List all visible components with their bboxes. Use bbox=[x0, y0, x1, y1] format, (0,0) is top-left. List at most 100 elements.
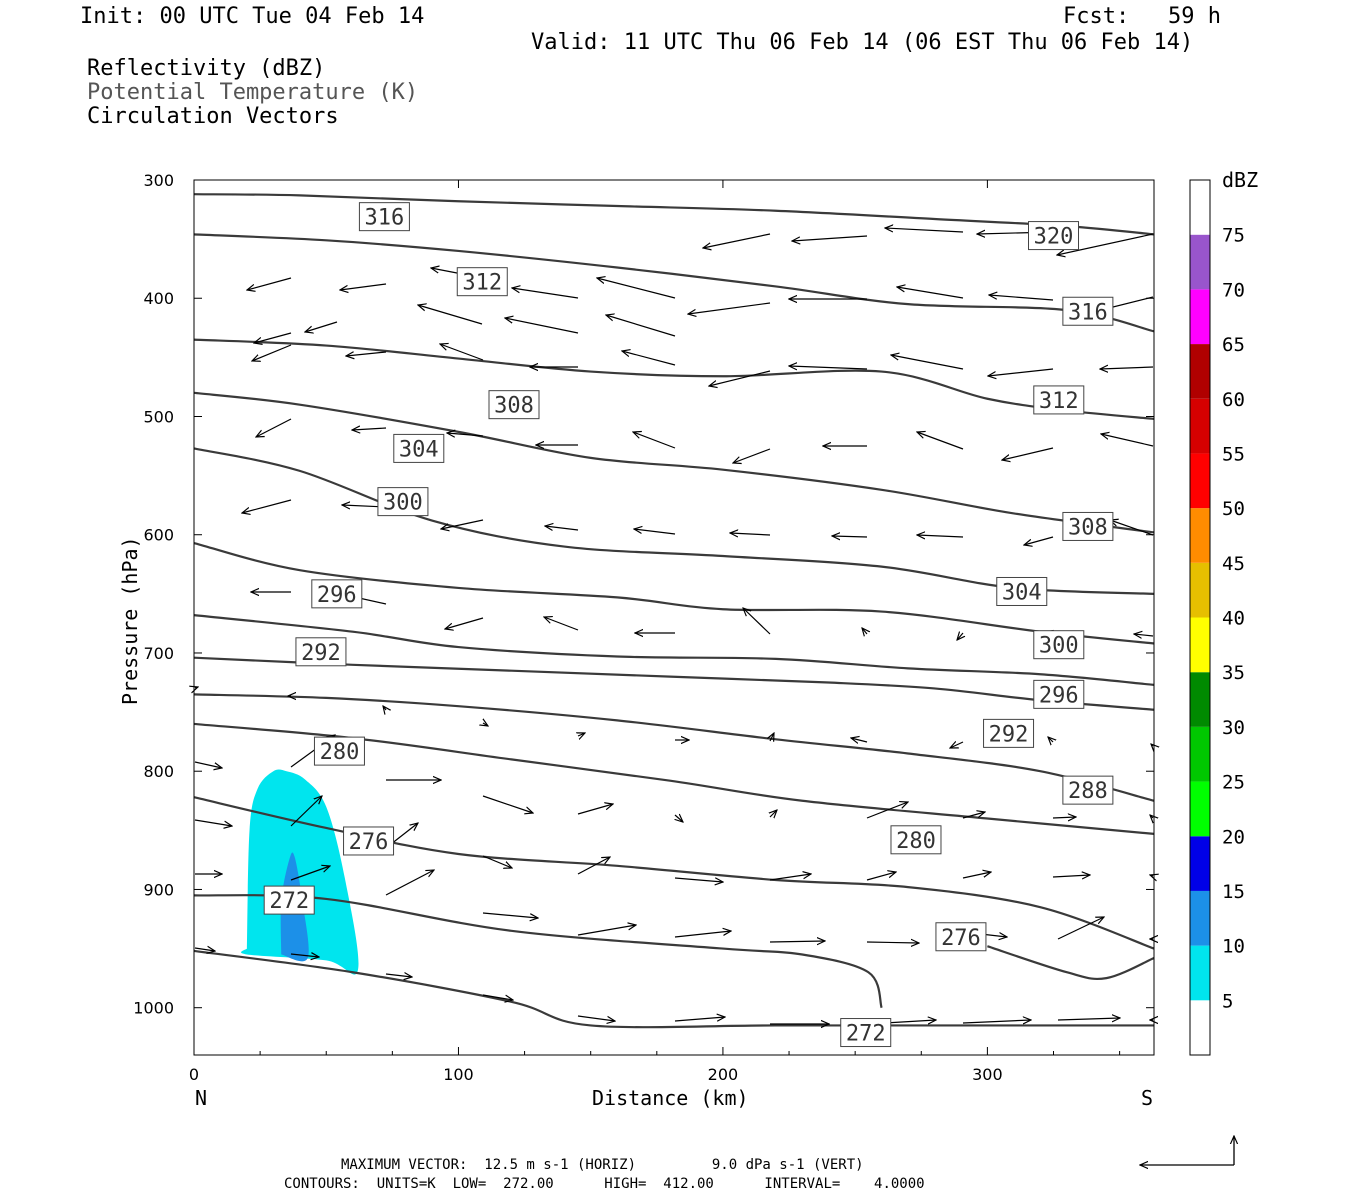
vector-arrow bbox=[1110, 520, 1154, 536]
vector-arrow bbox=[606, 315, 676, 337]
vector-arrow bbox=[346, 352, 387, 356]
vector-arrow bbox=[1057, 233, 1154, 255]
vector-arrow bbox=[577, 804, 613, 815]
contour-label-box bbox=[488, 390, 540, 420]
vector-arrow bbox=[577, 925, 636, 936]
theta-contour-300 bbox=[193, 541, 1155, 645]
contour-label-box bbox=[311, 579, 363, 609]
colorbar: 5 10 15 20 25 30 35 40 45 50 55 60 65 70 75 bbox=[1189, 179, 1245, 1056]
y-tick-label: 900 bbox=[143, 880, 174, 899]
theta-contour-296 bbox=[193, 614, 1155, 686]
vector-arrow bbox=[1057, 917, 1104, 940]
contour-label: 304 bbox=[996, 576, 1048, 606]
colorbar-label: 65 bbox=[1222, 334, 1245, 356]
vector-arrow bbox=[1048, 737, 1053, 742]
vector-arrow bbox=[242, 499, 292, 513]
vector-arrow bbox=[252, 344, 292, 361]
contour-label-text: 280 bbox=[320, 740, 360, 765]
theta-contour-304 bbox=[193, 447, 1155, 595]
contour-label-text: 272 bbox=[269, 889, 309, 914]
vector-arrow bbox=[290, 796, 322, 827]
contour-label-text: 312 bbox=[1039, 389, 1079, 414]
vector-arrow bbox=[743, 608, 771, 635]
contour-label-box bbox=[313, 736, 365, 766]
colorbar-label: 10 bbox=[1222, 936, 1245, 958]
vector-arrow bbox=[577, 857, 610, 875]
contour-label: 272 bbox=[840, 1018, 892, 1048]
vector-arrow bbox=[597, 278, 676, 299]
vector-arrow bbox=[962, 812, 985, 819]
vector-arrow bbox=[482, 855, 512, 868]
contour-label: 272 bbox=[263, 885, 315, 915]
contour-label-text: 300 bbox=[383, 491, 423, 516]
vector-arrow bbox=[1151, 744, 1153, 746]
y-tick-label: 1000 bbox=[133, 999, 174, 1018]
vector-arrow bbox=[447, 433, 484, 436]
vector-arrow bbox=[885, 228, 964, 233]
colorbar-label: 20 bbox=[1222, 826, 1245, 848]
footer-max-vector: MAXIMUM VECTOR: 12.5 m s-1 (HORIZ) 9.0 d… bbox=[341, 1157, 864, 1173]
x-axis-right-end: S bbox=[1141, 1086, 1154, 1110]
contour-label: 316 bbox=[1062, 296, 1114, 326]
contour-label: 312 bbox=[456, 267, 508, 297]
colorbar-swatch bbox=[1190, 726, 1210, 782]
vector-arrow bbox=[505, 318, 579, 334]
vector-arrow bbox=[917, 432, 964, 450]
colorbar-title: dBZ bbox=[1222, 168, 1259, 192]
vector-arrow bbox=[254, 332, 292, 343]
contour-label-text: 300 bbox=[1039, 634, 1079, 659]
colorbar-label: 25 bbox=[1222, 772, 1245, 794]
y-tick-label: 400 bbox=[143, 289, 174, 308]
vector-arrow bbox=[633, 432, 676, 449]
x-axis-left-end: N bbox=[195, 1086, 208, 1110]
vector-arrow bbox=[352, 428, 387, 430]
vector-arrow bbox=[675, 815, 683, 822]
axes: 300 400 500 600 700 800 900 1000 0 100 200 300 bbox=[133, 171, 1154, 1084]
contour-label-text: 308 bbox=[1068, 515, 1108, 540]
contour-label-text: 296 bbox=[317, 583, 357, 608]
contour-label-box bbox=[393, 433, 445, 463]
vector-arrow bbox=[577, 1015, 615, 1021]
vector-arrow bbox=[578, 733, 585, 736]
vector-arrow bbox=[770, 733, 774, 741]
vector-arrow bbox=[674, 1017, 725, 1021]
colorbar-swatch bbox=[1190, 890, 1210, 946]
contour-label-text: 276 bbox=[941, 926, 981, 951]
field-vectors: Circulation Vectors bbox=[87, 104, 339, 129]
colorbar-label: 30 bbox=[1222, 717, 1245, 739]
reference-vector-icon bbox=[1140, 1136, 1234, 1165]
colorbar-swatch bbox=[1190, 344, 1210, 399]
vector-arrow bbox=[483, 723, 488, 726]
forecast-hour-value: 59 h bbox=[1168, 4, 1221, 29]
theta-contour-320 bbox=[193, 193, 1155, 236]
vector-arrow bbox=[962, 1020, 1031, 1023]
contour-label-box bbox=[996, 576, 1048, 606]
colorbar-swatch bbox=[1190, 836, 1210, 891]
vector-arrow bbox=[545, 526, 579, 530]
contour-label-text: 308 bbox=[494, 394, 534, 419]
contour-label-box bbox=[935, 922, 987, 952]
colorbar-swatch bbox=[1190, 617, 1210, 673]
vector-arrow bbox=[634, 529, 676, 535]
y-tick-label: 500 bbox=[143, 407, 174, 426]
forecast-hour-label: Fcst: bbox=[1063, 4, 1130, 29]
contour-label-box bbox=[377, 487, 429, 517]
contour-label-box bbox=[1033, 630, 1085, 660]
vector-arrow bbox=[832, 536, 868, 537]
vector-arrow bbox=[1002, 447, 1054, 460]
contour-label-text: 272 bbox=[846, 1022, 886, 1047]
colorbar-label: 5 bbox=[1222, 990, 1233, 1012]
vector-arrow bbox=[195, 687, 198, 688]
theta-contour-272 bbox=[193, 894, 883, 1009]
colorbar-swatch bbox=[1190, 672, 1210, 727]
colorbar-swatch bbox=[1190, 453, 1210, 509]
contour-label: 296 bbox=[311, 579, 363, 609]
contour-label-text: 316 bbox=[1068, 300, 1108, 325]
colorbar-label: 35 bbox=[1222, 662, 1245, 684]
valid-time: Valid: 11 UTC Thu 06 Feb 14 (06 EST Thu … bbox=[531, 30, 1194, 55]
vector-arrow bbox=[769, 941, 825, 942]
colorbar-frame bbox=[1189, 179, 1211, 1056]
contour-label: 280 bbox=[890, 825, 942, 855]
footer-contours: CONTOURS: UNITS=K LOW= 272.00 HIGH= 412.… bbox=[284, 1176, 925, 1192]
vector-arrow bbox=[482, 795, 533, 813]
